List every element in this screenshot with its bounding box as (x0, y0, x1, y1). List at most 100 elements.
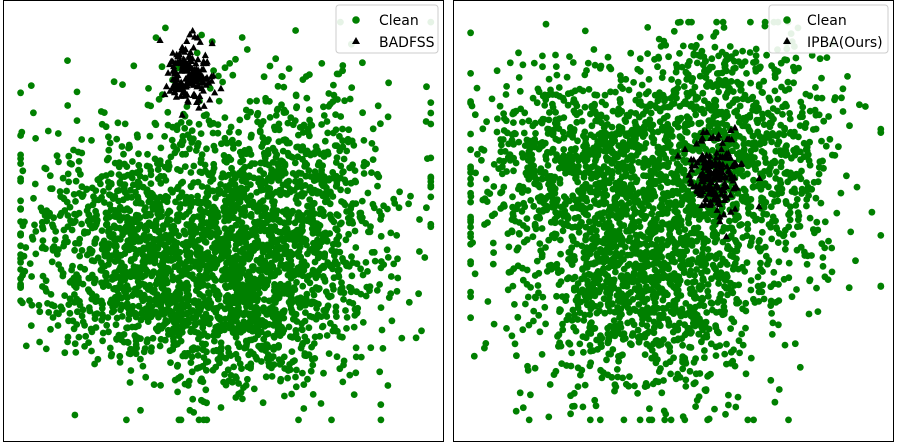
clean-point (157, 267, 165, 275)
clean-point (367, 344, 375, 352)
trigger-point (172, 72, 180, 80)
clean-point (641, 155, 649, 163)
clean-point (197, 130, 205, 138)
clean-point (76, 297, 83, 305)
clean-point (367, 223, 374, 231)
clean-point (748, 140, 756, 148)
clean-point (757, 170, 764, 178)
clean-point (48, 258, 56, 266)
clean-point (825, 237, 832, 245)
trigger-point (177, 92, 185, 99)
trigger-point (186, 30, 194, 38)
clean-point (147, 211, 155, 219)
clean-point (698, 47, 706, 55)
clean-point (285, 323, 293, 331)
clean-point (181, 124, 189, 132)
clean-point (116, 358, 124, 366)
clean-point (212, 206, 219, 213)
clean-point (187, 256, 195, 264)
trigger-point (186, 70, 194, 78)
trigger-point (184, 98, 192, 105)
clean-point (509, 203, 516, 211)
clean-point (560, 134, 568, 142)
clean-point (308, 211, 315, 219)
clean-point (178, 272, 186, 279)
clean-point (368, 169, 375, 177)
clean-point (590, 162, 598, 169)
clean-point (496, 102, 504, 110)
clean-point (232, 373, 240, 380)
clean-point (81, 265, 89, 273)
clean-point (75, 274, 82, 281)
clean-point (79, 306, 87, 314)
clean-point (71, 246, 78, 254)
clean-point (314, 254, 322, 262)
trigger-point (195, 103, 203, 111)
clean-point (266, 305, 274, 312)
clean-point (512, 130, 519, 138)
clean-point (706, 117, 714, 124)
clean-point (357, 265, 364, 273)
clean-point (790, 79, 797, 87)
clean-point (292, 383, 300, 391)
clean-point (529, 122, 537, 130)
clean-point (500, 127, 508, 134)
clean-point (127, 273, 135, 281)
scatter-panel-left: Clean BADFSS (3, 0, 444, 442)
clean-point (340, 168, 347, 176)
clean-point (306, 196, 314, 204)
clean-point (178, 189, 186, 197)
clean-point (267, 233, 275, 241)
clean-point (370, 248, 378, 256)
clean-point (692, 96, 700, 103)
clean-point (661, 136, 669, 144)
clean-point (260, 73, 268, 81)
clean-point (385, 294, 393, 301)
clean-point (559, 320, 566, 328)
clean-point (427, 220, 435, 228)
clean-point (696, 72, 704, 80)
clean-point (656, 150, 664, 158)
clean-point (56, 188, 64, 195)
clean-point (145, 85, 152, 92)
clean-point (222, 269, 230, 277)
trigger-point (183, 37, 191, 44)
clean-point (255, 289, 263, 297)
clean-point (164, 108, 172, 116)
clean-point (189, 231, 197, 239)
clean-point (32, 250, 40, 258)
clean-point (105, 146, 113, 154)
clean-point (741, 187, 749, 195)
clean-point (531, 143, 539, 151)
clean-point (232, 268, 240, 276)
clean-point (324, 129, 332, 137)
clean-point (210, 119, 217, 127)
clean-point (265, 362, 273, 370)
clean-point (126, 143, 133, 151)
clean-point (260, 307, 268, 315)
clean-point (791, 189, 799, 196)
clean-point (175, 283, 182, 291)
clean-point (423, 204, 430, 212)
clean-point (86, 288, 93, 296)
clean-point (310, 225, 318, 233)
clean-point (81, 343, 88, 350)
clean-point (377, 232, 385, 240)
trigger-point (156, 36, 164, 44)
clean-point (746, 49, 754, 56)
clean-point (262, 261, 270, 268)
clean-point (529, 94, 537, 102)
clean-point (638, 101, 646, 109)
clean-point (518, 207, 526, 215)
clean-point (338, 219, 345, 227)
clean-point (269, 144, 277, 152)
clean-point (641, 144, 648, 152)
clean-point (421, 254, 429, 261)
clean-point (213, 225, 221, 233)
clean-point (139, 362, 147, 370)
clean-point (505, 140, 512, 148)
clean-point (299, 76, 307, 83)
clean-point (226, 128, 233, 136)
clean-point (292, 92, 300, 100)
clean-point (84, 203, 92, 211)
